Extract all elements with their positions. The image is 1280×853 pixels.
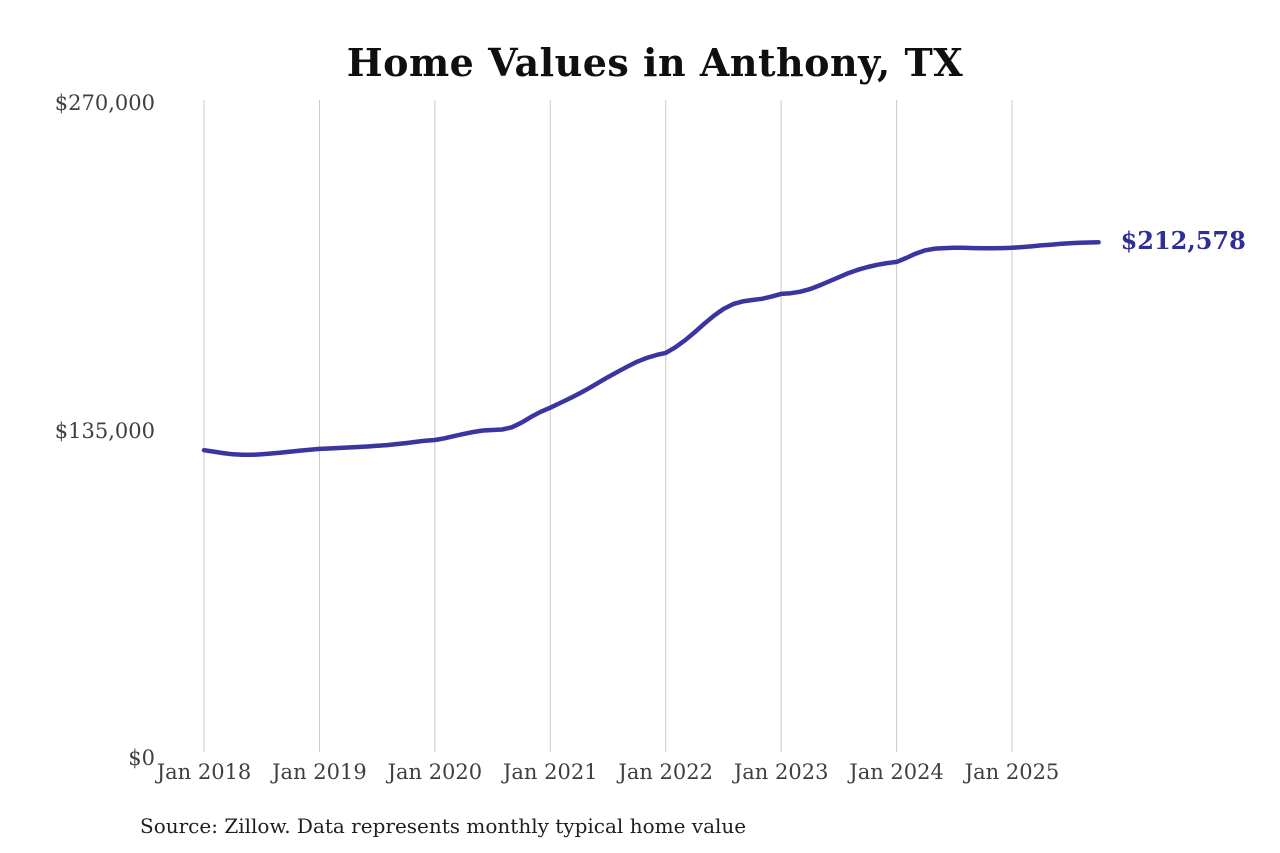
y-axis-tick-label: $135,000: [54, 418, 155, 443]
x-axis-tick-label: Jan 2020: [387, 760, 483, 784]
source-note: Source: Zillow. Data represents monthly …: [140, 814, 747, 838]
y-axis-tick-label: $270,000: [54, 91, 155, 115]
chart-title: Home Values in Anthony, TX: [346, 40, 964, 85]
x-axis-tick-label: Jan 2021: [502, 760, 598, 784]
y-axis-tick-label: $0: [128, 746, 155, 770]
x-axis-tick-label: Jan 2025: [964, 760, 1060, 784]
x-axis-tick-label: Jan 2019: [272, 760, 367, 784]
x-axis-tick-label: Jan 2024: [849, 760, 944, 784]
value-line: [201, 240, 1101, 458]
x-axis-tick-label: Jan 2018: [156, 760, 252, 784]
x-axis-tick-label: Jan 2023: [733, 760, 829, 784]
last-value-label: $212,578: [1120, 226, 1246, 256]
x-axis-tick-label: Jan 2022: [618, 760, 714, 784]
